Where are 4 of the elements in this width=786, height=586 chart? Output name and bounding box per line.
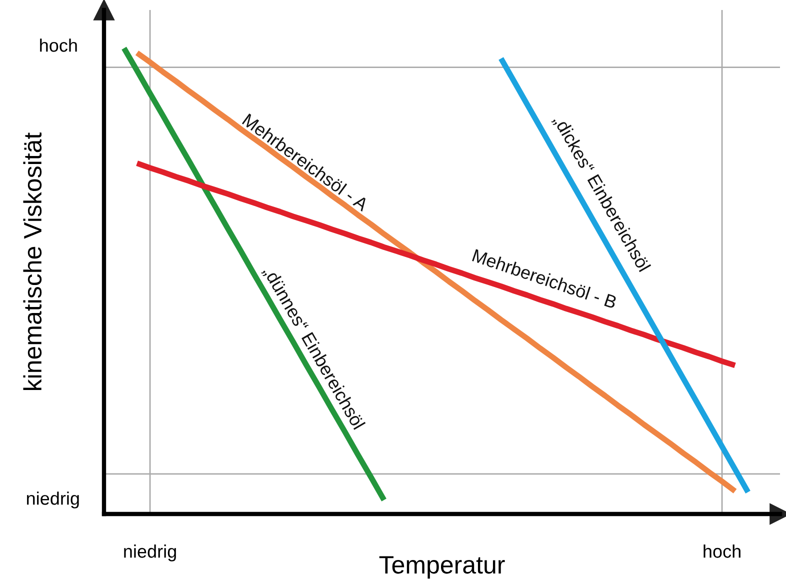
text: niedrig [27,492,79,508]
text: hoch [40,38,77,52]
x-axis-title: Temperatur [379,556,505,579]
y-axis-title: kinematische Viskosität [23,132,42,390]
